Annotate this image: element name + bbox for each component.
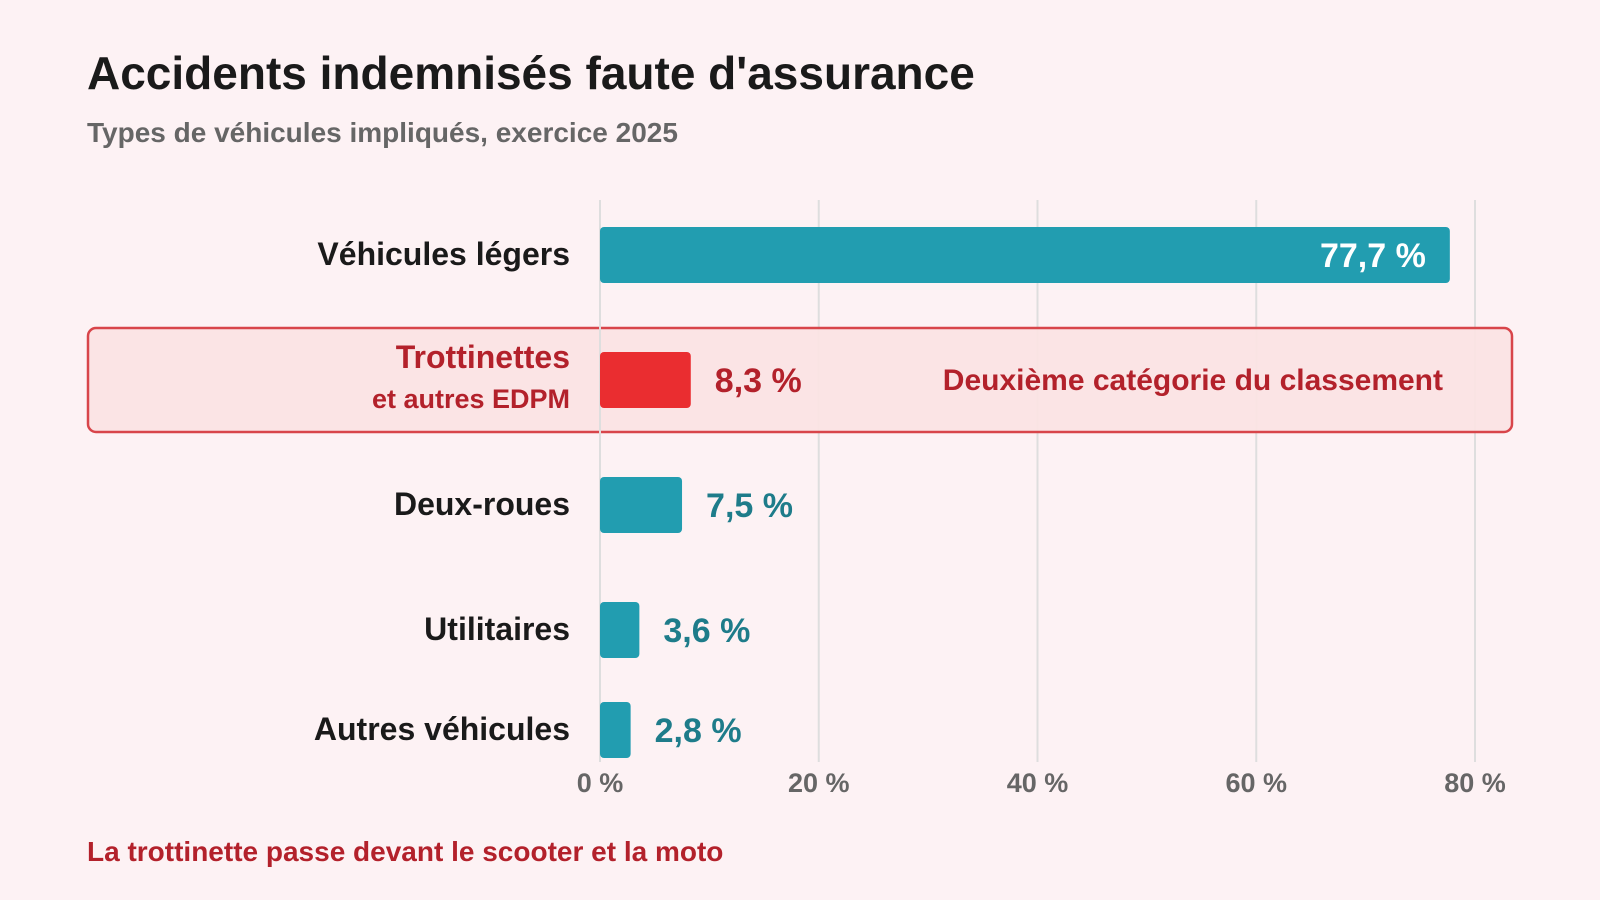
- chart-subtitle: Types de véhicules impliqués, exercice 2…: [87, 117, 678, 148]
- bar-value-label: 2,8 %: [655, 712, 742, 750]
- category-label: Autres véhicules: [314, 711, 570, 747]
- x-tick-label: 60 %: [1225, 768, 1287, 798]
- x-tick-label: 40 %: [1007, 768, 1069, 798]
- x-tick-label: 0 %: [577, 768, 624, 798]
- bar: [600, 477, 683, 533]
- bar: [600, 227, 1450, 283]
- category-label-secondary: et autres EDPM: [372, 384, 570, 414]
- footer-note: La trottinette passe devant le scooter e…: [87, 836, 724, 867]
- bar: [600, 352, 691, 408]
- x-tick-label: 80 %: [1444, 768, 1506, 798]
- bar-value-label: 8,3 %: [715, 362, 802, 400]
- category-label: Utilitaires: [424, 611, 570, 647]
- bar: [600, 602, 640, 658]
- category-label: Trottinettes: [396, 339, 570, 375]
- category-label: Véhicules légers: [317, 236, 570, 272]
- bar-value-label: 77,7 %: [1320, 237, 1426, 275]
- bar-value-label: 7,5 %: [706, 487, 793, 525]
- chart-title: Accidents indemnisés faute d'assurance: [87, 47, 975, 99]
- bar-value-label: 3,6 %: [663, 612, 750, 650]
- highlight-annotation: Deuxième catégorie du classement: [943, 364, 1443, 397]
- x-tick-label: 20 %: [788, 768, 850, 798]
- highlight-box: [86, 326, 1514, 434]
- bar: [600, 702, 631, 758]
- category-label: Deux-roues: [394, 486, 570, 522]
